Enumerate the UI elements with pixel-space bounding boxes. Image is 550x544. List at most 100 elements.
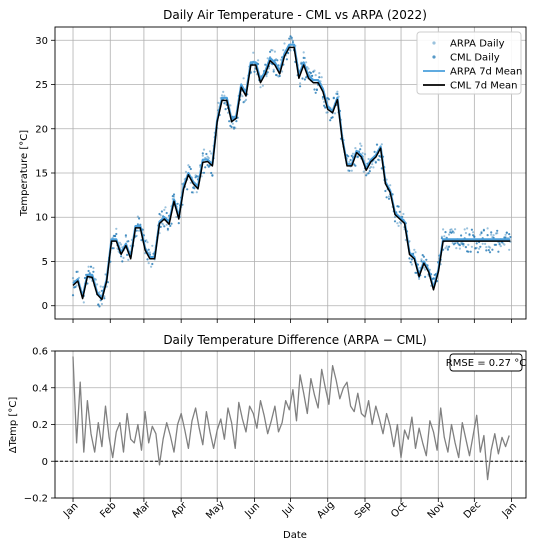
- cml-daily-point: [454, 242, 457, 245]
- arpa-daily-point: [396, 222, 399, 225]
- cml-daily-point: [409, 261, 412, 264]
- cml-daily-point: [120, 255, 123, 258]
- cml-daily-point: [74, 285, 77, 289]
- top-y-tick-label: 30: [35, 36, 48, 47]
- arpa-daily-point: [325, 111, 328, 114]
- x-tick-label: Jul: [280, 502, 297, 519]
- top-y-tick-label: 5: [42, 257, 48, 268]
- cml-daily-point: [166, 227, 169, 230]
- legend-label: ARPA 7d Mean: [450, 67, 522, 78]
- cml-daily-point: [397, 205, 400, 208]
- arpa-daily-point: [321, 97, 324, 100]
- cml-daily-point: [206, 164, 209, 167]
- cml-daily-point: [387, 197, 391, 200]
- cml-daily-point: [408, 257, 411, 260]
- arpa-daily-point: [265, 75, 268, 78]
- cml-daily-point: [188, 165, 191, 169]
- arpa-daily-point: [96, 283, 99, 286]
- cml-daily-point: [160, 210, 163, 213]
- arpa-daily-point: [82, 301, 85, 304]
- cml-daily-point: [290, 36, 293, 39]
- cml-daily-point: [476, 251, 479, 254]
- cml-daily-point: [368, 170, 371, 173]
- arpa-daily-point: [449, 228, 452, 231]
- arpa-daily-point: [226, 111, 230, 114]
- cml-daily-point: [201, 152, 204, 155]
- legend-label: CML Daily: [450, 53, 500, 64]
- arpa-daily-point: [508, 248, 511, 251]
- arpa-daily-point: [320, 76, 323, 79]
- arpa-daily-point: [217, 101, 220, 104]
- arpa-daily-point: [333, 112, 337, 115]
- x-tick-label: Jun: [243, 501, 263, 521]
- cml-daily-point: [235, 120, 238, 123]
- x-tick-label: Feb: [98, 500, 118, 520]
- top-panel: Daily Air Temperature - CML vs ARPA (202…: [19, 8, 527, 323]
- arpa-daily-point: [313, 69, 316, 72]
- arpa-daily-point: [402, 212, 405, 216]
- arpa-daily-point: [162, 223, 165, 226]
- arpa-daily-point: [99, 285, 102, 288]
- arpa-daily-point: [413, 248, 416, 251]
- arpa-daily-point: [478, 247, 481, 250]
- cml-daily-point: [485, 249, 488, 252]
- cml-daily-point: [92, 270, 95, 273]
- cml-daily-point: [475, 242, 478, 245]
- arpa-daily-point: [354, 147, 357, 150]
- cml-daily-point: [373, 150, 376, 153]
- arpa-daily-point: [323, 100, 326, 103]
- arpa-daily-point: [502, 242, 505, 245]
- cml-daily-point: [422, 255, 425, 258]
- arpa-daily-point: [234, 126, 237, 129]
- arpa-daily-point: [372, 166, 375, 169]
- arpa-daily-point: [307, 67, 310, 70]
- bottom-y-ticks: −0.2 0 0.2 0.4 0.6: [24, 347, 55, 505]
- arpa-daily-point: [145, 239, 148, 242]
- arpa-daily-point: [305, 61, 308, 64]
- x-tick-label: Mar: [132, 499, 154, 521]
- arpa-daily-point: [463, 228, 466, 231]
- cml-daily-point: [410, 258, 413, 261]
- cml-daily-point: [121, 260, 124, 263]
- arpa-daily-point: [223, 94, 226, 97]
- cml-daily-point: [288, 37, 291, 40]
- arpa-daily-point: [272, 68, 275, 71]
- arpa-daily-point: [172, 195, 176, 198]
- cml-daily-point: [446, 248, 449, 251]
- arpa-daily-point: [442, 228, 445, 231]
- arpa-daily-point: [399, 222, 403, 225]
- cml-daily-point: [165, 211, 168, 215]
- cml-daily-point: [348, 169, 351, 172]
- arpa-daily-point: [270, 48, 273, 52]
- rmse-box: [449, 353, 523, 372]
- cml-daily-point: [464, 246, 467, 249]
- bottom-chart-title: Daily Temperature Difference (ARPA − CML…: [163, 333, 426, 347]
- cml-daily-point: [480, 231, 483, 235]
- arpa-daily-point: [490, 233, 493, 236]
- arpa-daily-point: [479, 233, 482, 236]
- top-y-tick-label: 20: [35, 124, 48, 135]
- arpa-daily-point: [115, 227, 118, 230]
- arpa-daily-point: [503, 243, 506, 246]
- cml-daily-point: [472, 234, 475, 237]
- arpa-daily-point: [111, 236, 114, 239]
- top-y-tick-label: 10: [35, 213, 48, 224]
- arpa-daily-point: [148, 251, 151, 254]
- arpa-daily-point: [224, 101, 227, 104]
- cml-daily-point: [285, 58, 288, 61]
- arpa-daily-point: [472, 231, 475, 234]
- cml-daily-point: [146, 258, 149, 261]
- legend-label: ARPA Daily: [450, 39, 505, 50]
- cml-daily-point: [278, 74, 281, 78]
- arpa-daily-point: [283, 42, 286, 45]
- arpa-daily-point: [100, 302, 103, 306]
- legend-marker: [432, 41, 436, 45]
- arpa-daily-point: [281, 70, 284, 73]
- cml-daily-point: [228, 120, 231, 123]
- arpa-daily-point: [467, 243, 470, 246]
- arpa-daily-point: [371, 163, 374, 166]
- cml-daily-point: [126, 253, 129, 256]
- cml-daily-point: [272, 70, 275, 73]
- cml-daily-point: [398, 210, 401, 213]
- cml-daily-point: [329, 119, 332, 122]
